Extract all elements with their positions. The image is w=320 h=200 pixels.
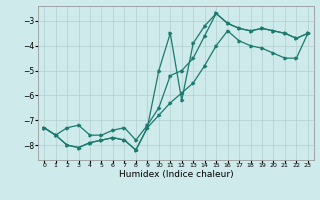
X-axis label: Humidex (Indice chaleur): Humidex (Indice chaleur)	[119, 170, 233, 179]
